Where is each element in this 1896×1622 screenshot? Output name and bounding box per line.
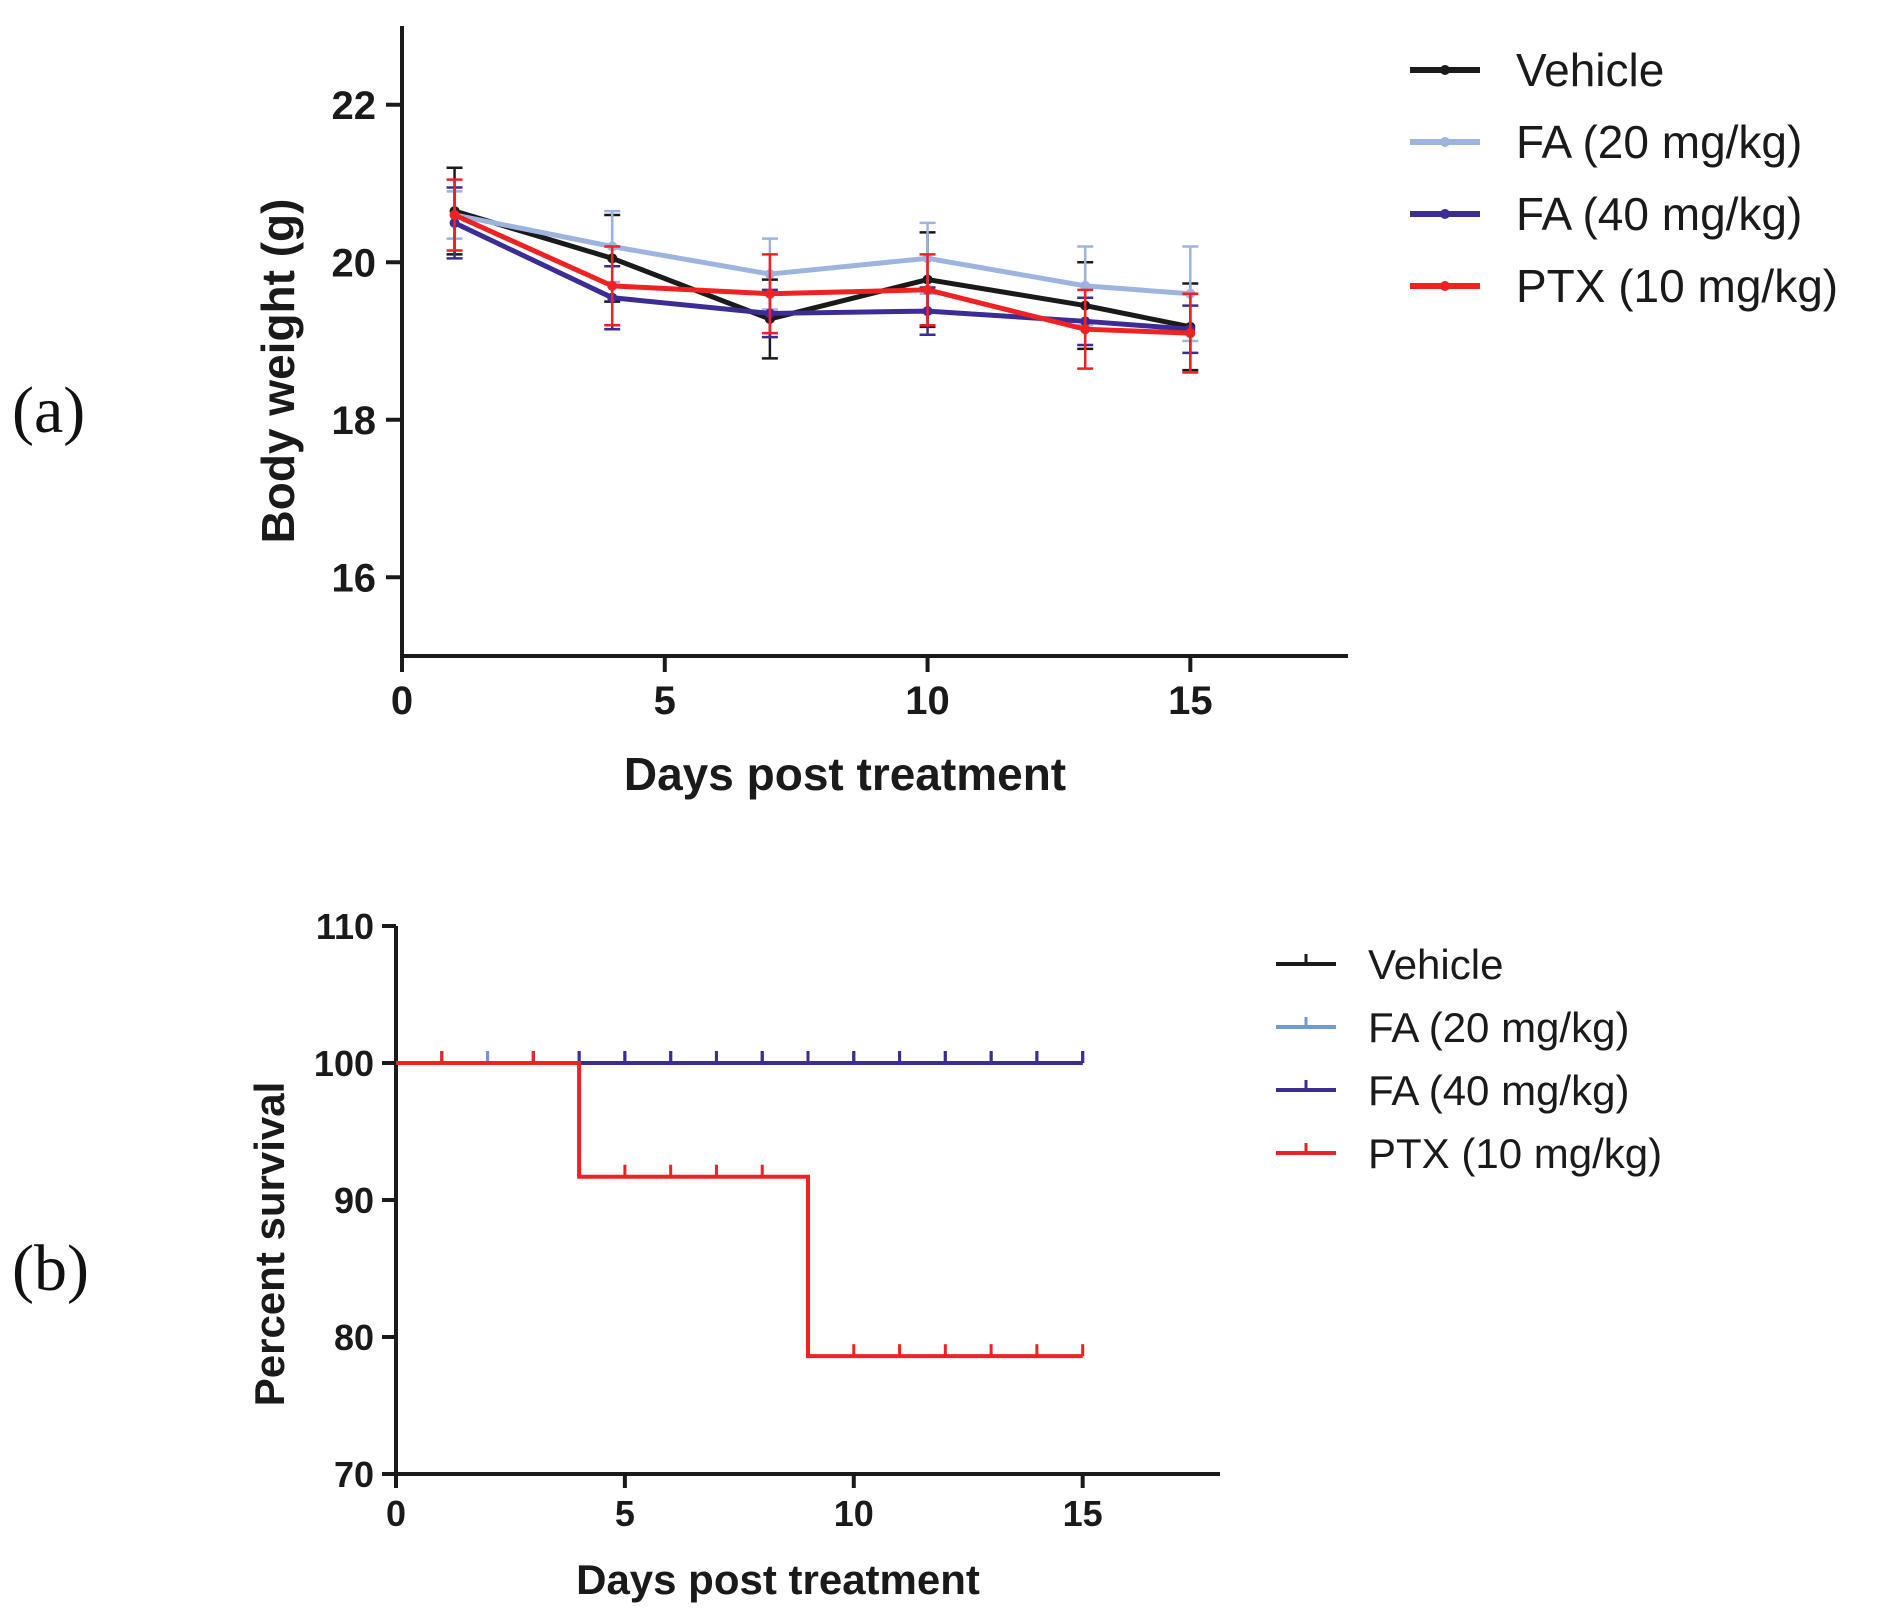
y-tick-label: 16 (332, 556, 377, 600)
y-tick-label: 100 (314, 1043, 374, 1084)
x-tick-label: 5 (615, 1493, 635, 1534)
y-tick-label: 80 (334, 1317, 374, 1358)
legend-label-vehicle: Vehicle (1516, 44, 1664, 96)
y-axis-title: Percent survival (246, 1082, 293, 1407)
legend-marker-ptx-10-mg-kg (1440, 281, 1450, 291)
legend-label-vehicle: Vehicle (1368, 941, 1503, 988)
data-point (1185, 328, 1196, 339)
y-tick-label: 18 (332, 399, 377, 443)
data-point (764, 288, 775, 299)
data-point (1080, 280, 1091, 291)
legend-label-fa-40-mg-kg: FA (40 mg/kg) (1516, 188, 1802, 240)
series-ptx-10-mg-kg (396, 1051, 1085, 1359)
y-axis-title: Body weight (g) (252, 199, 304, 544)
series-line (453, 208, 1191, 330)
series-line (453, 212, 1191, 336)
x-tick-label: 15 (1168, 679, 1213, 723)
chart-a-body-weight: 0 5 10 15 16 18 20 22 Days post treatment Body we… (252, 26, 1838, 800)
legend-b: Vehicle FA (20 mg/kg) FA (40 mg/kg) PTX (10… (1276, 941, 1662, 1177)
legend-label-ptx-10-mg-kg: PTX (10 mg/kg) (1368, 1130, 1662, 1177)
x-axis-title: Days post treatment (624, 748, 1066, 800)
x-tick-label: 0 (386, 1493, 406, 1534)
series-line (453, 220, 1191, 332)
legend-label-fa-20-mg-kg: FA (20 mg/kg) (1368, 1004, 1629, 1051)
y-tick-label: 70 (334, 1454, 374, 1495)
legend-marker-vehicle (1440, 65, 1450, 75)
x-tick-label: 15 (1063, 1493, 1103, 1534)
legend-marker-fa-20-mg-kg (1440, 137, 1450, 147)
legend-marker-fa-40-mg-kg (1440, 209, 1450, 219)
data-point (449, 210, 460, 220)
data-point (922, 284, 933, 295)
x-tick-label: 5 (654, 679, 676, 723)
data-point (607, 280, 618, 291)
panel-label-b: (b) (12, 1232, 89, 1305)
data-point (1080, 324, 1091, 335)
x-tick-label: 10 (834, 1493, 874, 1534)
legend-label-fa-20-mg-kg: FA (20 mg/kg) (1516, 116, 1802, 168)
y-tick-label: 20 (332, 241, 377, 285)
legend-label-ptx-10-mg-kg: PTX (10 mg/kg) (1516, 260, 1838, 312)
y-tick-label: 90 (334, 1180, 374, 1221)
panel-label-a: (a) (12, 374, 85, 447)
x-tick-label: 0 (391, 679, 413, 723)
series-ptx-10-mg-kg (446, 178, 1199, 374)
y-tick-label: 110 (316, 906, 374, 947)
series-line (454, 212, 1191, 297)
survival-step-line (396, 1061, 1083, 1359)
legend-label-fa-40-mg-kg: FA (40 mg/kg) (1368, 1067, 1629, 1114)
legend-a: Vehicle FA (20 mg/kg) FA (40 mg/kg) PTX (10… (1410, 44, 1838, 312)
chart-b-survival: 0 5 10 15 70 80 90 100 110 Days post treatment Per… (246, 906, 1662, 1603)
x-axis-title: Days post treatment (576, 1556, 980, 1603)
y-tick-label: 22 (332, 84, 377, 128)
x-tick-label: 10 (905, 679, 950, 723)
